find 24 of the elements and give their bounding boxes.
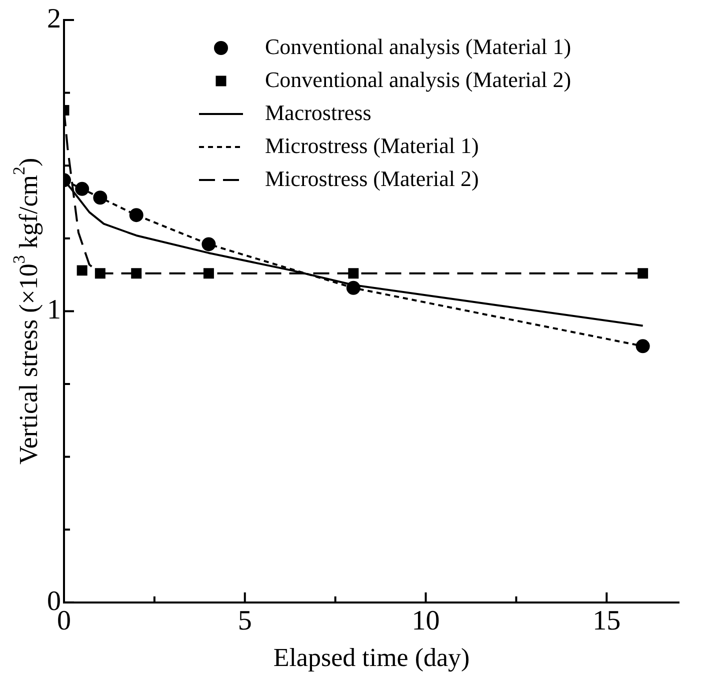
point xyxy=(129,208,144,222)
y-axis-title: Vertical stress (×103 kgf/cm2) xyxy=(10,158,43,465)
point xyxy=(76,265,88,276)
x-tick-label: 15 xyxy=(592,606,621,637)
point xyxy=(636,339,650,354)
legend-label: Microstress (Material 1) xyxy=(265,132,479,158)
point xyxy=(346,280,360,295)
y-tick-label: 1 xyxy=(47,294,61,326)
x-axis-title: Elapsed time (day) xyxy=(273,642,470,672)
point xyxy=(75,182,90,196)
legend-label: Conventional analysis (Material 1) xyxy=(265,34,572,59)
x-tick-label: 10 xyxy=(412,606,440,637)
point xyxy=(348,268,359,279)
x-tick-label: 5 xyxy=(238,606,252,637)
point xyxy=(131,268,142,279)
legend-label: Conventional analysis (Material 2) xyxy=(265,66,572,92)
point xyxy=(94,268,106,279)
point xyxy=(638,268,648,279)
legend-label: Microstress (Material 2) xyxy=(265,166,479,191)
point xyxy=(202,237,216,252)
legend-label: Macrostress xyxy=(265,100,372,125)
point xyxy=(203,268,214,279)
point xyxy=(93,190,108,205)
y-tick-label: 2 xyxy=(47,3,61,34)
